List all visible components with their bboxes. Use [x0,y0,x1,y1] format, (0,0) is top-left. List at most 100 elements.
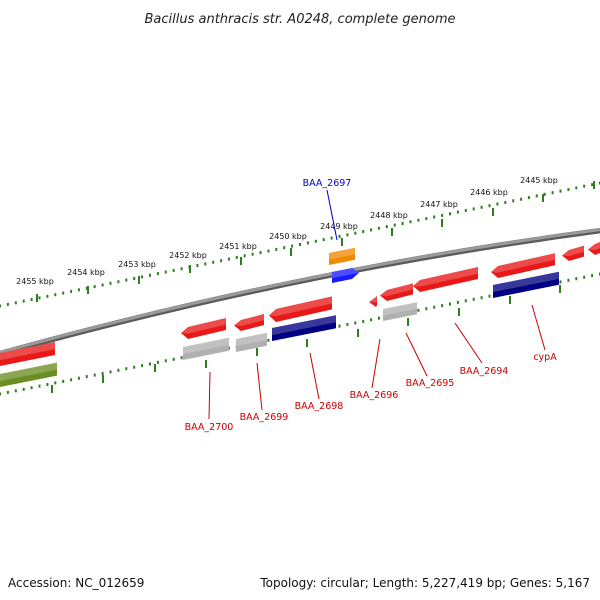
leader-line [326,189,338,241]
gene-label-text[interactable]: BAA_2697 [303,178,352,189]
gene-left-edge-olive-feature [0,362,57,388]
gene-label-text[interactable]: BAA_2699 [240,412,289,423]
gene-label-baa2695[interactable]: BAA_2695 [405,332,455,389]
gene-label-baa2694[interactable]: BAA_2694 [454,322,509,377]
tick-dot [417,218,420,222]
major-tick [290,248,292,256]
tick-dot [543,192,546,196]
upper-tick-track [0,181,600,308]
tick-dot [385,225,388,229]
gene-label-text[interactable]: BAA_2696 [350,390,399,401]
tick-dot [85,286,88,290]
gene-label-text[interactable]: cypA [533,352,557,363]
gene-label-text[interactable]: BAA_2700 [185,422,234,433]
gene-left-edge-red-feature [0,342,55,366]
tick-dot [591,274,594,278]
tick-dot [149,362,151,366]
gene-baa2694-feature [413,267,478,292]
gene-right-edge-2-feature [588,241,600,255]
gene-features [0,241,600,388]
genome-backbone [0,227,600,357]
gene-label-baa2698[interactable]: BAA_2698 [295,352,344,412]
tick-dot [425,307,428,311]
gene-label-cypa[interactable]: cypA [531,304,557,363]
tick-dot [54,293,57,297]
tick-dot [449,302,451,306]
topology-summary-text: Topology: circular; Length: 5,227,419 bp… [259,576,590,590]
tick-dot [30,386,33,390]
major-tick [51,385,53,393]
tick-dot [54,381,57,385]
gene-baa2697-blue-feature [332,268,359,283]
tick-dot [433,305,436,309]
tick-dot [251,252,254,256]
tick-dot [314,239,317,243]
tick-dot [299,243,301,246]
tick-dot [583,184,586,188]
tick-dot [46,383,49,386]
leader-line [371,338,381,389]
leader-line [256,362,263,411]
tick-dot [125,278,128,282]
tick-dot [259,251,262,255]
tick-dot [62,379,65,383]
tick-dot [46,294,49,298]
tick-dot [14,389,17,393]
kbp-tick-label: 2453 kbp [118,260,156,269]
tick-dot [449,212,451,216]
tick-dot [6,390,9,394]
tick-dot [172,268,175,272]
tick-dot [14,301,17,305]
gene-baa2698-feature [269,296,332,322]
tick-dot [488,294,491,298]
tick-dot [267,338,270,342]
tick-dot [559,189,562,193]
tick-dot [441,304,444,308]
gene-labels: BAA_2697 BAA_2700 BAA_2699 BAA_2698 BAA_2696… [185,178,558,433]
gene-label-text[interactable]: BAA_2694 [460,366,509,377]
tick-dot [243,254,246,258]
gene-label-baa2699[interactable]: BAA_2699 [240,362,289,423]
tick-dot [227,257,230,261]
tick-dot [283,246,286,250]
tick-dot [346,323,349,326]
tick-dot [591,183,594,187]
leader-line [208,371,211,420]
tick-dot [22,299,25,303]
tick-dot [109,370,112,374]
tick-dot [306,241,309,245]
tick-dot [109,281,112,285]
gene-label-baa2696[interactable]: BAA_2696 [350,338,399,401]
gene-label-text[interactable]: BAA_2698 [295,401,344,412]
gene-baa2698-navy-feature [272,315,336,341]
tick-dot [235,255,238,259]
tick-dot [133,277,136,280]
gene-baa2695-feature [380,283,413,301]
tick-dot [93,285,96,289]
kbp-tick-label: 2446 kbp [470,188,508,197]
gene-label-baa2700[interactable]: BAA_2700 [185,371,234,433]
major-tick [407,318,409,326]
tick-dot [567,278,570,282]
leader-line [405,332,428,377]
leader-line [454,322,483,364]
tick-dot [370,318,373,322]
tick-dot [393,223,396,227]
gene-baa2699-feature [234,314,264,331]
gene-label-text[interactable]: BAA_2695 [406,378,455,389]
tick-dot [322,238,325,242]
tick-dot [291,244,294,248]
tick-dot [464,209,467,212]
tick-dot [535,194,538,198]
tick-dot [456,210,459,214]
accession-text: Accession: NC_012659 [8,576,144,590]
tick-dot [117,368,120,372]
tick-dot [338,234,341,238]
gene-label-baa2697[interactable]: BAA_2697 [303,178,352,241]
tick-dot [77,288,80,292]
major-tick [102,375,104,383]
tick-dot [377,226,380,230]
major-tick [256,348,258,356]
tick-dot [330,236,333,240]
